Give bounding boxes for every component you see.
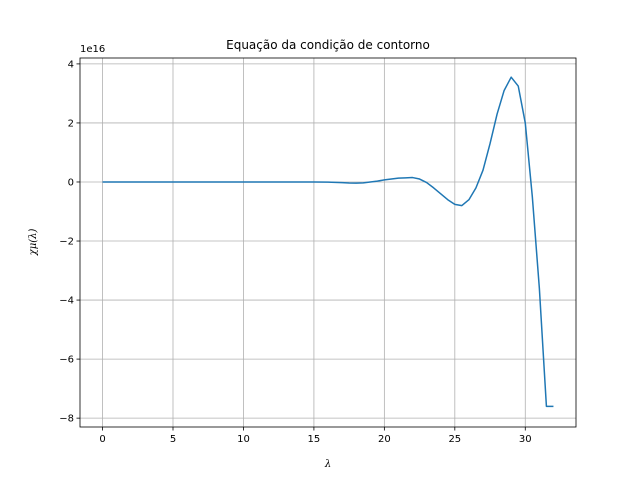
x-tick-label: 25 bbox=[448, 434, 461, 445]
y-tick-label: 0 bbox=[68, 177, 74, 188]
x-axis-label: λ bbox=[324, 459, 331, 470]
y-axis-label: χμ(λ) bbox=[28, 229, 39, 257]
y-tick-label: −2 bbox=[59, 237, 74, 248]
ticks: 0 5 10 15 20 25 30 −8 −6 −4 −2 0 2 4 bbox=[59, 59, 531, 445]
x-tick-label: 20 bbox=[378, 434, 391, 445]
y-tick-label: 4 bbox=[68, 59, 74, 70]
series bbox=[102, 76, 554, 408]
chart-title: Equação da condição de contorno bbox=[226, 38, 430, 52]
x-tick-label: 10 bbox=[237, 434, 250, 445]
y-tick-label: −4 bbox=[59, 296, 74, 307]
y-offset-label: 1e16 bbox=[80, 44, 105, 55]
x-tick-label: 5 bbox=[170, 434, 176, 445]
plot-frame bbox=[79, 57, 577, 428]
x-tick-label: 0 bbox=[99, 434, 105, 445]
x-tick-label: 15 bbox=[308, 434, 321, 445]
series-line bbox=[102, 76, 554, 408]
x-tick-label: 30 bbox=[519, 434, 532, 445]
y-tick-label: 2 bbox=[68, 118, 74, 129]
y-tick-label: −8 bbox=[59, 414, 74, 425]
y-tick-label: −6 bbox=[59, 355, 74, 366]
